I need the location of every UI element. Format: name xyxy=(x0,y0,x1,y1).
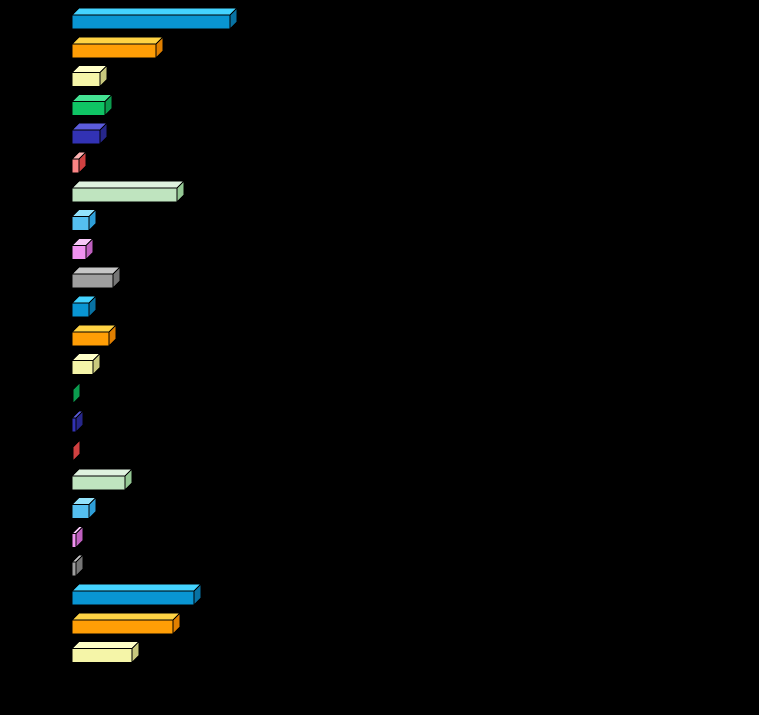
bar-front-face xyxy=(71,648,133,664)
bar-row-23 xyxy=(70,640,141,664)
bar-top-face xyxy=(70,641,141,650)
bar-row-18 xyxy=(70,496,98,520)
bar-row-13 xyxy=(70,352,102,376)
bar-row-6 xyxy=(70,150,88,175)
bar-side-face xyxy=(72,438,81,463)
bar-side-face xyxy=(72,381,81,405)
bar-front-face xyxy=(71,187,178,203)
bar-front-face xyxy=(71,216,90,232)
bar-row-4 xyxy=(70,93,114,117)
bar-front-face xyxy=(71,14,231,30)
bar-top-face xyxy=(70,612,182,621)
bar-row-15 xyxy=(70,409,85,434)
bar-front-face xyxy=(71,158,80,174)
bar-top-face xyxy=(70,7,239,16)
bar-front-face xyxy=(71,446,74,462)
bar-row-5 xyxy=(70,121,109,146)
bar-front-face xyxy=(71,129,101,145)
bar-front-face xyxy=(71,475,126,491)
bar-top-face xyxy=(70,266,122,275)
bar-front-face xyxy=(71,590,195,606)
bar-front-face xyxy=(71,244,87,260)
bar-top-face xyxy=(70,583,203,592)
bar-row-16 xyxy=(70,438,82,463)
bar-front-face xyxy=(71,100,106,116)
bar-row-20 xyxy=(70,553,85,578)
bar-row-10 xyxy=(70,265,122,290)
bar-top-face xyxy=(70,180,186,189)
bar-row-1 xyxy=(70,6,239,31)
bar-front-face xyxy=(71,331,110,347)
bar-row-8 xyxy=(70,208,98,232)
bar-front-face xyxy=(71,43,157,59)
bar-front-face xyxy=(71,72,101,88)
bar-row-22 xyxy=(70,611,182,636)
bar-row-12 xyxy=(70,323,118,348)
bar-front-face xyxy=(71,360,94,376)
bar-front-face xyxy=(71,504,90,520)
bar-row-21 xyxy=(70,582,203,607)
bar-row-11 xyxy=(70,294,98,319)
bar-row-19 xyxy=(70,525,85,549)
bar-row-14 xyxy=(70,381,82,405)
bar-front-face xyxy=(71,273,114,289)
bar-top-face xyxy=(70,36,165,45)
bar-row-9 xyxy=(70,237,95,261)
bar-row-2 xyxy=(70,35,165,60)
bar-row-17 xyxy=(70,467,134,492)
bar-front-face xyxy=(71,561,77,577)
bar-front-face xyxy=(71,532,77,548)
bar-row-3 xyxy=(70,64,109,88)
bar-top-face xyxy=(70,468,134,477)
bar-front-face xyxy=(71,388,74,404)
bar-front-face xyxy=(71,417,77,433)
bar-front-face xyxy=(71,619,174,635)
bar-row-7 xyxy=(70,179,186,204)
bar-front-face xyxy=(71,302,90,318)
